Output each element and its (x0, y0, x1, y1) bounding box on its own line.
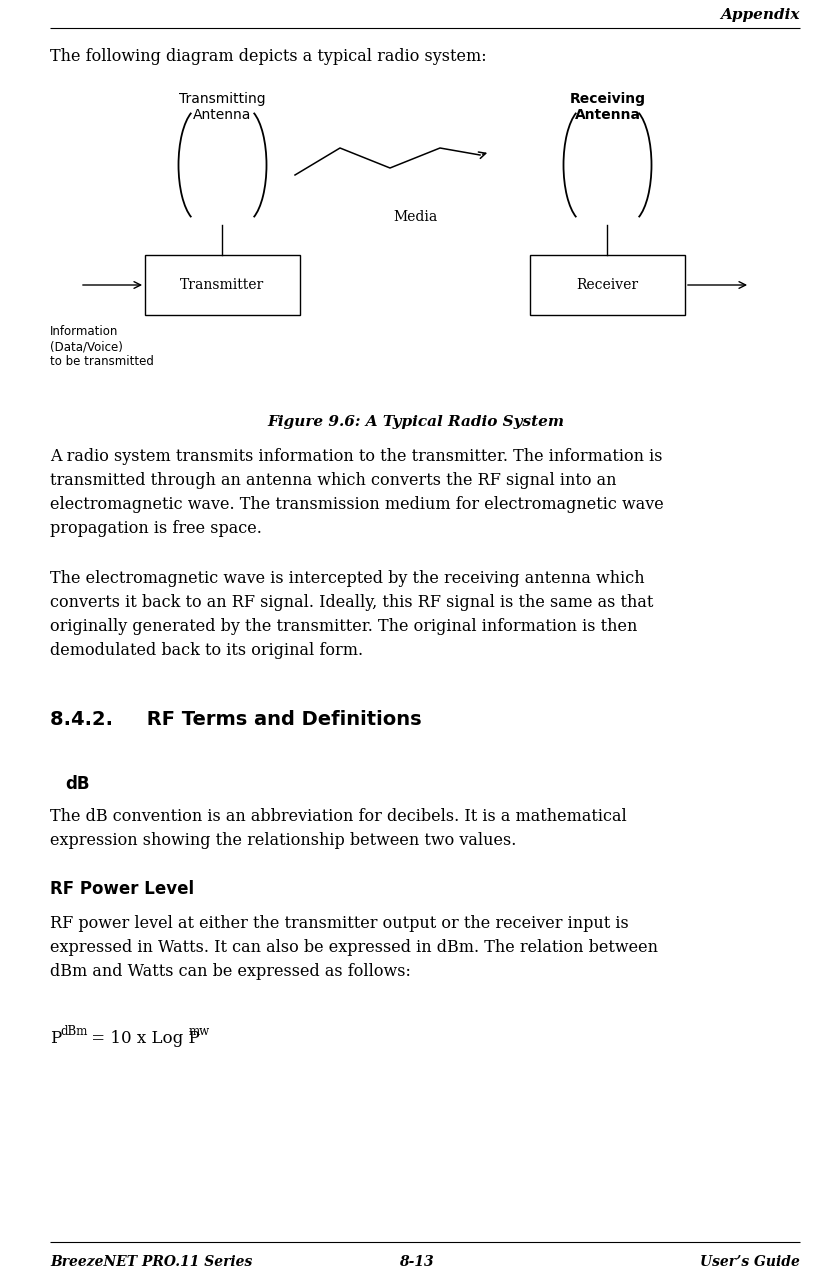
Text: The following diagram depicts a typical radio system:: The following diagram depicts a typical … (50, 48, 486, 65)
Text: Figure 9.6: A Typical Radio System: Figure 9.6: A Typical Radio System (267, 415, 565, 429)
Text: A radio system transmits information to the transmitter. The information is
tran: A radio system transmits information to … (50, 448, 664, 537)
Text: Transmitting
Antenna: Transmitting Antenna (179, 91, 266, 122)
Text: Receiver: Receiver (576, 278, 639, 292)
Text: mw: mw (189, 1025, 210, 1038)
Text: The electromagnetic wave is intercepted by the receiving antenna which
converts : The electromagnetic wave is intercepted … (50, 570, 653, 659)
Text: Information
(Data/Voice)
to be transmitted: Information (Data/Voice) to be transmitt… (50, 325, 154, 368)
Text: RF Power Level: RF Power Level (50, 880, 194, 898)
Text: = 10 x Log P: = 10 x Log P (86, 1030, 200, 1046)
Text: The dB convention is an abbreviation for decibels. It is a mathematical
expressi: The dB convention is an abbreviation for… (50, 808, 626, 850)
Text: Receiving
Antenna: Receiving Antenna (570, 91, 646, 122)
Text: 8.4.2.     RF Terms and Definitions: 8.4.2. RF Terms and Definitions (50, 710, 421, 729)
Text: RF power level at either the transmitter output or the receiver input is
express: RF power level at either the transmitter… (50, 914, 658, 980)
Text: Media: Media (393, 210, 437, 224)
Bar (530, 255, 685, 315)
Text: Transmitter: Transmitter (181, 278, 265, 292)
Text: P: P (50, 1030, 62, 1046)
Bar (145, 255, 300, 315)
Text: BreezeNET PRO.11 Series: BreezeNET PRO.11 Series (50, 1255, 252, 1269)
Text: Appendix: Appendix (721, 8, 800, 22)
Text: 8-13: 8-13 (399, 1255, 433, 1269)
Text: dB: dB (65, 775, 89, 792)
Text: dBm: dBm (60, 1025, 87, 1038)
Text: User’s Guide: User’s Guide (700, 1255, 800, 1269)
